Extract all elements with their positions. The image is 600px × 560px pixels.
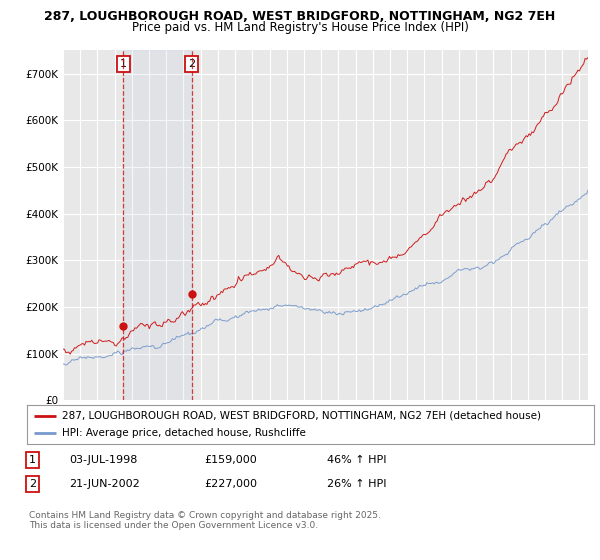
- Text: Contains HM Land Registry data © Crown copyright and database right 2025.
This d: Contains HM Land Registry data © Crown c…: [29, 511, 380, 530]
- Text: £159,000: £159,000: [204, 455, 257, 465]
- Text: 21-JUN-2002: 21-JUN-2002: [69, 479, 140, 489]
- Text: 2: 2: [188, 59, 195, 69]
- Text: 03-JUL-1998: 03-JUL-1998: [69, 455, 137, 465]
- Text: 1: 1: [29, 455, 36, 465]
- Text: 1: 1: [120, 59, 127, 69]
- Bar: [123, 50, 191, 400]
- Text: 26% ↑ HPI: 26% ↑ HPI: [327, 479, 386, 489]
- Text: Price paid vs. HM Land Registry's House Price Index (HPI): Price paid vs. HM Land Registry's House …: [131, 21, 469, 34]
- Text: HPI: Average price, detached house, Rushcliffe: HPI: Average price, detached house, Rush…: [62, 428, 306, 438]
- Text: 287, LOUGHBOROUGH ROAD, WEST BRIDGFORD, NOTTINGHAM, NG2 7EH (detached house): 287, LOUGHBOROUGH ROAD, WEST BRIDGFORD, …: [62, 410, 541, 421]
- Text: £227,000: £227,000: [204, 479, 257, 489]
- Text: 46% ↑ HPI: 46% ↑ HPI: [327, 455, 386, 465]
- Text: 2: 2: [29, 479, 36, 489]
- Text: 287, LOUGHBOROUGH ROAD, WEST BRIDGFORD, NOTTINGHAM, NG2 7EH: 287, LOUGHBOROUGH ROAD, WEST BRIDGFORD, …: [44, 10, 556, 23]
